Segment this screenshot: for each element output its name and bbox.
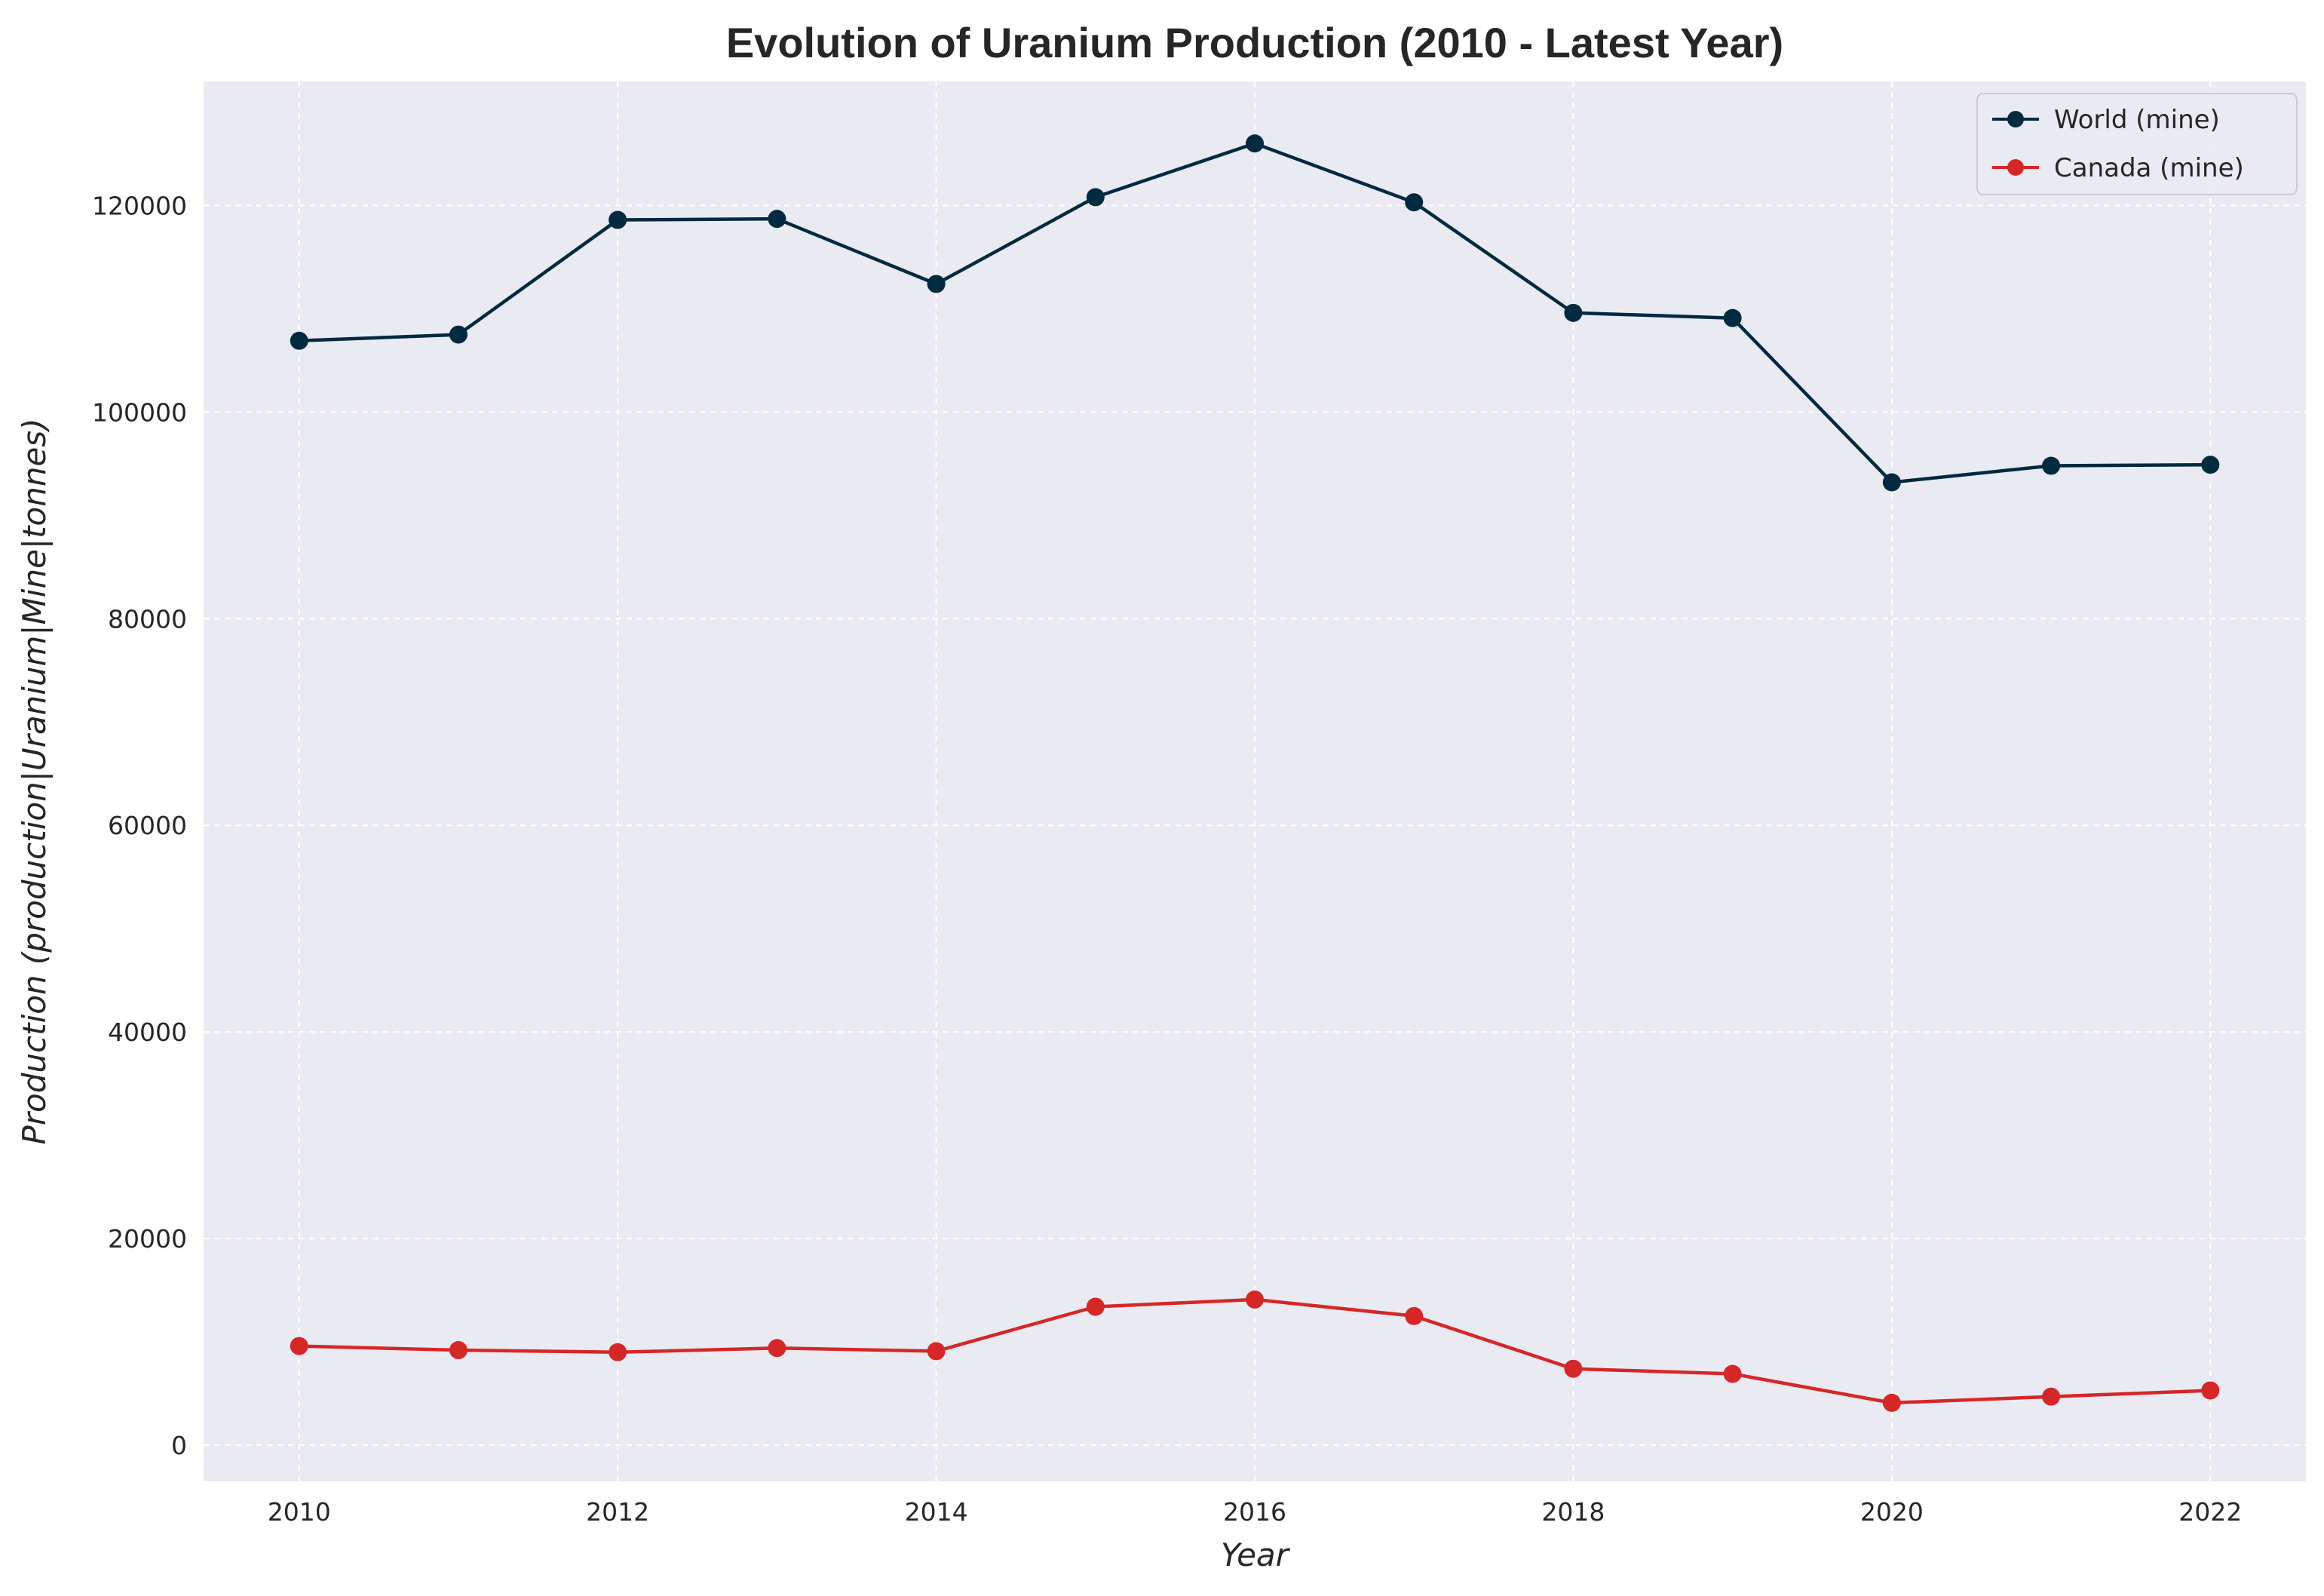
legend-marker-world [2007,111,2024,127]
legend-marker-canada [2007,159,2024,176]
x-tick-label: 2014 [905,1497,968,1527]
data-point-canada [609,1343,627,1361]
x-tick-label: 2016 [1223,1497,1286,1527]
data-point-canada [1723,1364,1742,1383]
y-tick-label: 120000 [92,191,187,220]
x-tick-label: 2018 [1541,1497,1605,1527]
y-axis-label: Production (production|Uranium|Mine|tonn… [16,418,53,1144]
legend: World (mine) Canada (mine) [1976,93,2298,195]
chart-title: Evolution of Uranium Production (2010 - … [726,19,1783,66]
data-point-canada [1086,1297,1105,1316]
data-point-world [1882,473,1901,492]
y-tick-label: 80000 [108,604,187,634]
data-point-canada [449,1341,468,1360]
data-point-world [2042,456,2061,475]
data-point-canada [290,1337,308,1355]
x-tick-label: 2020 [1860,1497,1924,1527]
y-tick-label: 60000 [108,811,187,840]
x-axis-label: Year [1221,1536,1291,1573]
data-point-world [1723,308,1742,327]
data-point-canada [1564,1359,1583,1378]
y-tick-label: 20000 [108,1224,187,1254]
data-point-world [1564,303,1583,322]
data-point-world [1405,193,1424,212]
data-point-world [290,331,308,350]
data-point-canada [2042,1387,2061,1406]
series-lines [290,134,2220,1412]
data-point-world [768,210,786,229]
x-tick-label: 2012 [586,1497,649,1527]
data-point-canada [1405,1306,1424,1325]
legend-label-world: World (mine) [2054,105,2220,135]
data-point-canada [768,1339,786,1358]
x-tick-label: 2022 [2178,1497,2242,1527]
data-point-world [609,210,627,229]
data-point-canada [927,1342,946,1361]
legend-box [1976,93,2298,195]
data-point-world [2201,456,2220,474]
legend-label-canada: Canada (mine) [2054,153,2244,183]
y-tick-label: 40000 [108,1017,187,1047]
data-point-world [1246,134,1264,153]
data-point-canada [1246,1290,1264,1309]
data-point-canada [1882,1393,1901,1412]
tick-labels: 0 20000 40000 60000 80000 100000 120000 2010 201… [92,191,2242,1527]
data-point-world [927,275,946,293]
data-point-world [449,325,468,344]
y-tick-label: 100000 [92,397,187,427]
data-point-world [1086,188,1105,207]
y-tick-label: 0 [171,1431,187,1460]
grid-lines [204,81,2306,1481]
x-tick-label: 2010 [268,1497,331,1527]
data-point-canada [2201,1381,2220,1400]
